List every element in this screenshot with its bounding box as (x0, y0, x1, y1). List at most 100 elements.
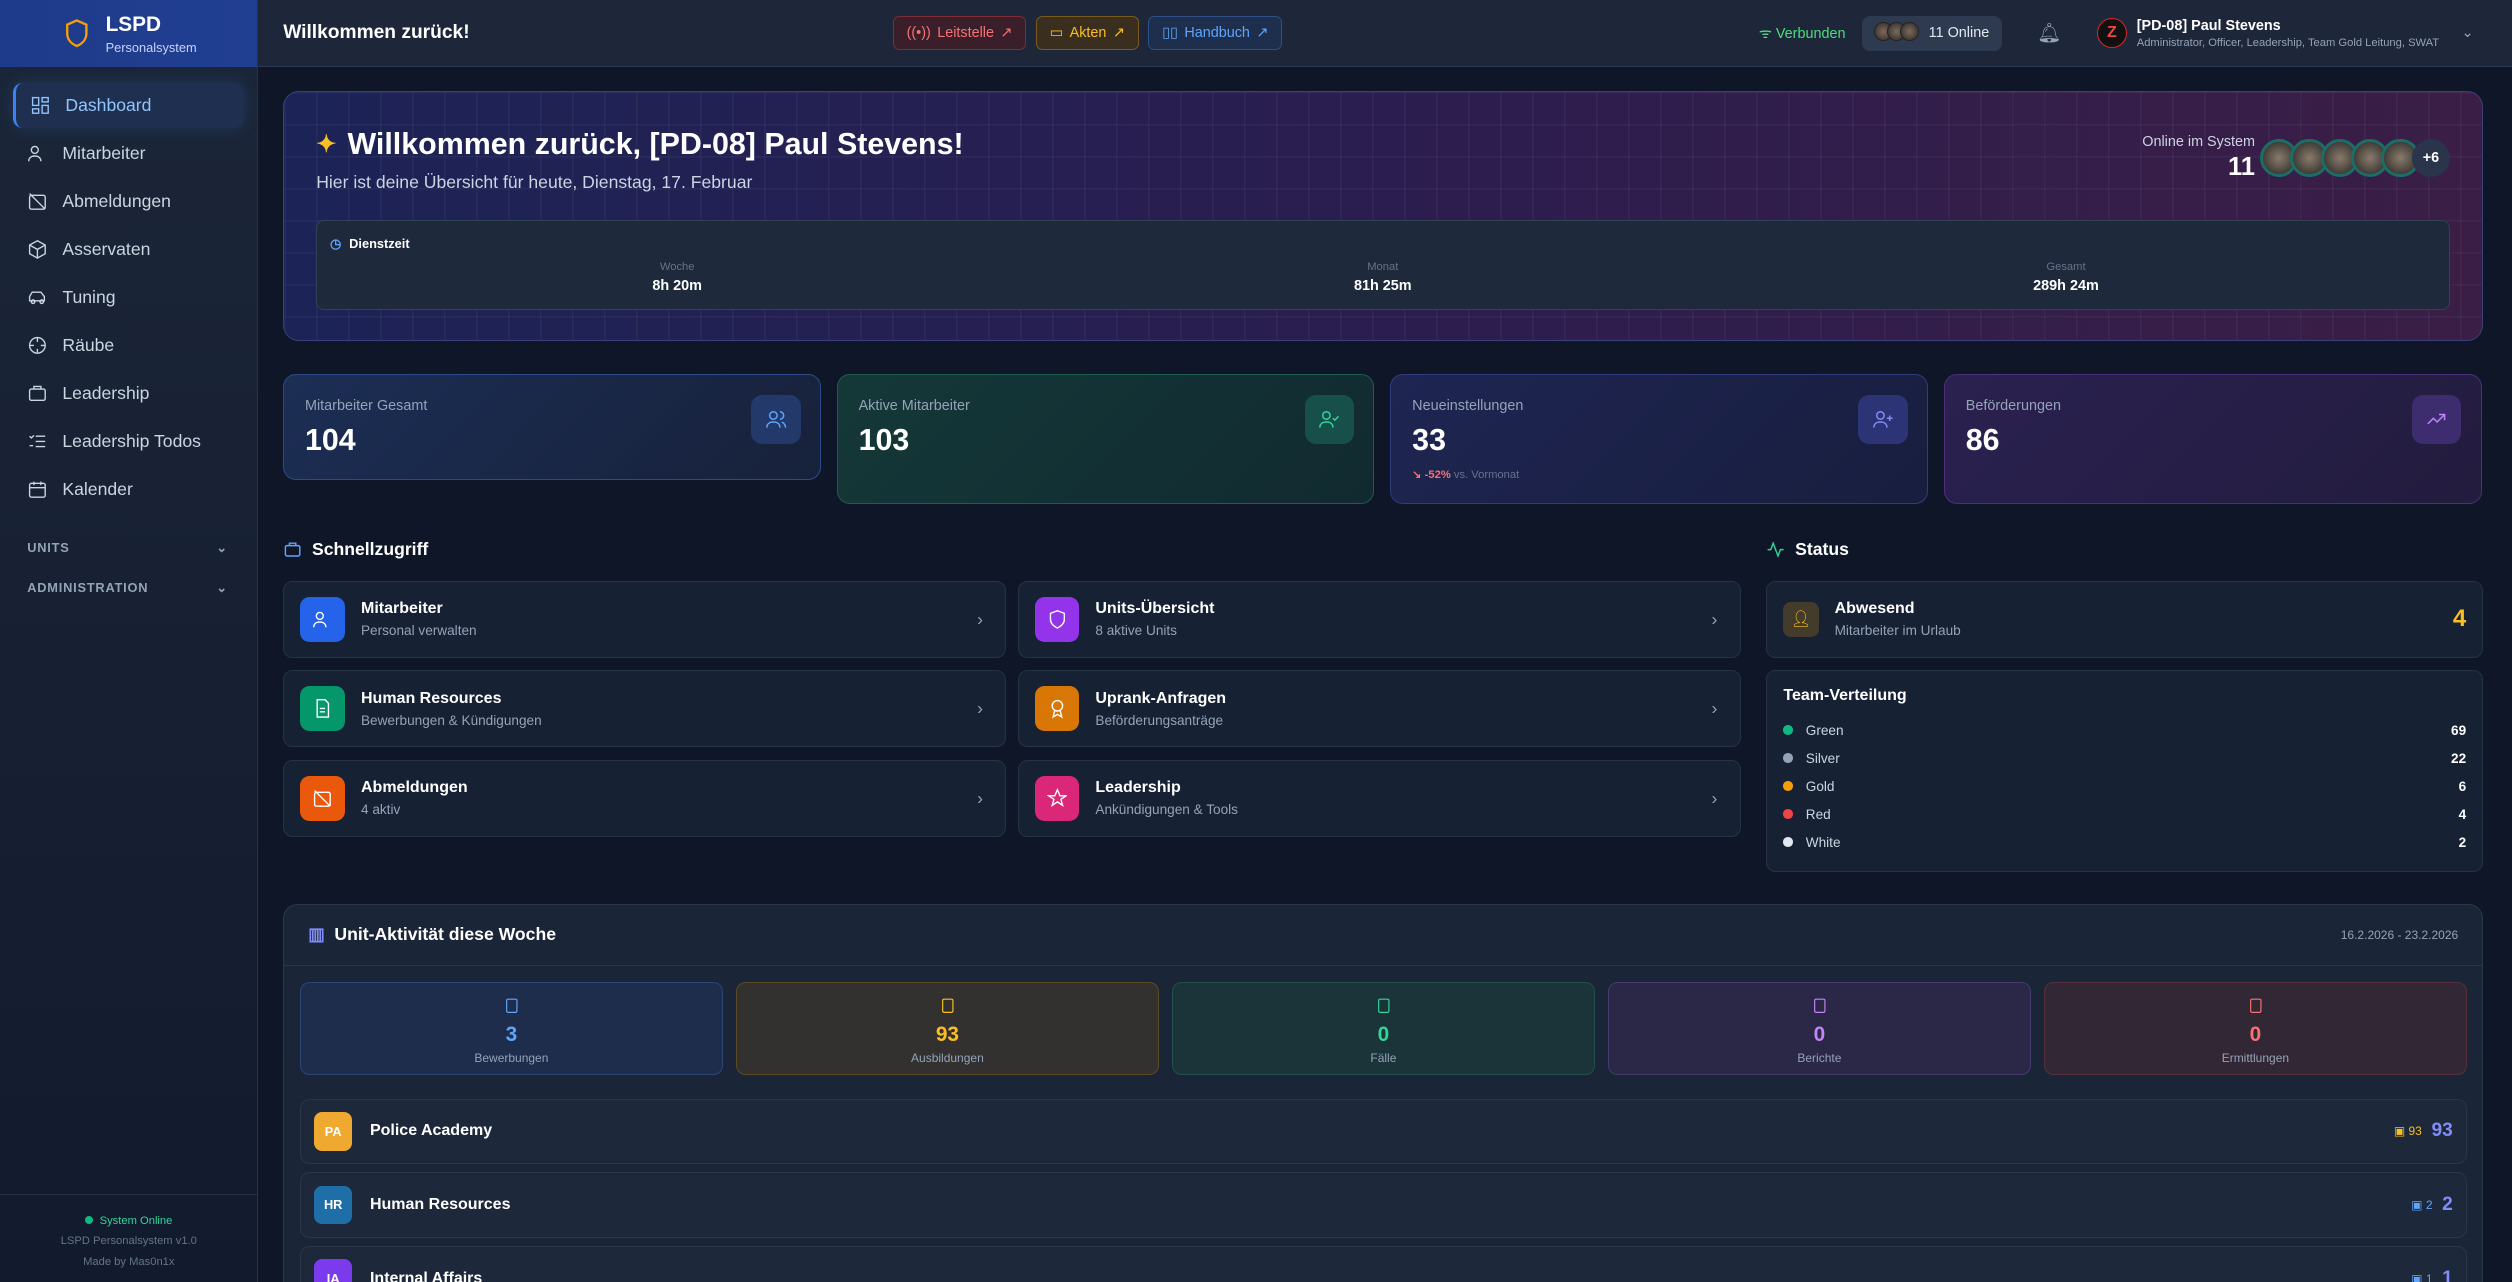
absent-title: Abwesend (1834, 600, 1915, 618)
status-heading: Status (1766, 539, 1849, 560)
external-link-icon: ↗ (1256, 25, 1269, 42)
unit-activity-panel: ▥ Unit-Aktivität diese Woche 16.2.2026 - … (283, 903, 2484, 1282)
unit-badge: PA (313, 1112, 353, 1151)
online-label: Online im System (2142, 133, 2256, 150)
quick-access-heading: Schnellzugriff (283, 539, 428, 560)
sidebar-item-label: Dashboard (65, 95, 152, 116)
package-icon (29, 240, 47, 259)
brand[interactable]: LSPD Personalsystem (0, 0, 257, 68)
top-header: Willkommen zurück! ((•)) Leitstelle ↗ ▭ Akt… (257, 0, 2512, 68)
sidebar-footer: System Online LSPD Personalsystem v1.0 M… (0, 1193, 258, 1282)
clipboard-icon: ▣ (2411, 1271, 2426, 1282)
brand-title: LSPD (105, 12, 162, 36)
team-color-dot (1783, 753, 1793, 764)
quick-link-sub: 8 aktive Units (1095, 623, 1177, 639)
sidebar-item-label: Leadership (62, 382, 150, 403)
duty-label: Monat (1367, 261, 1399, 274)
sidebar-item-label: Abmeldungen (62, 191, 171, 212)
absent-card[interactable]: 👤︎ Abwesend Mitarbeiter im Urlaub 4 (1766, 580, 2484, 658)
status-dot (85, 1215, 94, 1224)
team-name: Gold (1805, 779, 1835, 795)
sidebar-item-kalender[interactable]: Kalender (13, 467, 244, 512)
sidebar-item-tuning[interactable]: Tuning (13, 275, 244, 320)
user-roles: Administrator, Officer, Leadership, Team… (2136, 36, 2440, 49)
user-minus-icon: 👤︎ (1783, 601, 1819, 637)
team-color-dot (1783, 837, 1793, 848)
duty-label: Woche (659, 261, 695, 274)
calendar-icon (29, 481, 47, 498)
unit-row[interactable]: PA Police Academy ▣ 93 93 (300, 1098, 2467, 1165)
tile-label: Ausbildungen (911, 1050, 984, 1065)
online-users-button[interactable]: 11 Online (1861, 15, 2003, 51)
chevron-down-icon: ⌄ (216, 539, 228, 555)
tile-label: Berichte (1797, 1050, 1842, 1065)
unit-name: Police Academy (369, 1122, 493, 1140)
sidebar-nav: Dashboard Mitarbeiter Abmeldungen Asservate… (0, 67, 257, 624)
connection-status: ᯤ Verbunden (1759, 24, 1846, 43)
quick-link-title: Abmeldungen (360, 779, 468, 797)
date-range: 16.2.2026 - 23.2.2026 (2340, 927, 2459, 942)
user-menu[interactable]: Z [PD-08] Paul Stevens Administrator, Off… (2096, 17, 2474, 49)
akten-button[interactable]: ▭ Akten ↗ (1035, 16, 1139, 50)
sidebar-item-leadership-todos[interactable]: Leadership Todos (13, 419, 244, 464)
quick-link-uprank-anfragen[interactable]: Uprank-Anfragen Beförderungsanträge › (1017, 670, 1741, 748)
quick-link-mitarbeiter[interactable]: Mitarbeiter Personal verwalten › (283, 580, 1007, 658)
duty-value: 8h 20m (652, 277, 702, 294)
sidebar-item-abmeldungen[interactable]: Abmeldungen (13, 179, 244, 224)
quick-link-sub: Personal verwalten (360, 623, 477, 639)
team-count: 2 (2458, 835, 2467, 851)
tile-label: Fälle (1370, 1050, 1397, 1065)
team-count: 4 (2458, 807, 2467, 823)
sidebar-section-units[interactable]: UNITS ⌄ (0, 528, 257, 568)
shield-icon (66, 19, 88, 48)
activity-tile: 3 Bewerbungen (300, 981, 723, 1075)
connection-label: Verbunden (1775, 25, 1846, 42)
activity-tile: 93 Ausbildungen (736, 981, 1159, 1075)
stat-card-promotions[interactable]: Beförderungen 86 (1943, 374, 2482, 504)
sidebar-item-dashboard[interactable]: Dashboard (12, 83, 244, 128)
online-avatars[interactable]: +6 (2259, 138, 2451, 178)
quick-link-abmeldungen[interactable]: Abmeldungen 4 aktiv › (283, 759, 1007, 837)
trending-up-icon (2411, 394, 2462, 445)
main-content: ✦ Willkommen zurück, [PD-08] Paul Stevens… (283, 91, 2484, 1282)
quick-link-sub: Bewerbungen & Kündigungen (360, 712, 542, 728)
activity-icon (1767, 541, 1784, 559)
stat-card-new-hires[interactable]: Neueinstellungen 33 ↘ -52% vs. Vormonat (1390, 374, 1928, 504)
handbuch-button[interactable]: ▯▯ Handbuch ↗ (1148, 16, 1283, 50)
sidebar-item-r-ube[interactable]: Räube (13, 323, 244, 368)
sidebar-item-mitarbeiter[interactable]: Mitarbeiter (13, 131, 244, 176)
sidebar-item-asservaten[interactable]: Asservaten (13, 227, 244, 272)
award-icon (1051, 700, 1063, 719)
tile-value: 93 (935, 1023, 959, 1047)
sidebar-item-leadership[interactable]: Leadership (13, 371, 244, 416)
sidebar-section-administration[interactable]: ADMINISTRATION ⌄ (0, 568, 257, 608)
team-color-dot (1783, 781, 1793, 792)
quick-link-units-bersicht[interactable]: Units-Übersicht 8 aktive Units › (1017, 580, 1741, 658)
trend-label: vs. Vormonat (1453, 468, 1520, 481)
team-title: Team-Verteilung (1783, 687, 1907, 705)
stat-card-total[interactable]: Mitarbeiter Gesamt 104 (283, 374, 821, 480)
tile-label: Bewerbungen (474, 1050, 549, 1065)
stat-card-active[interactable]: Aktive Mitarbeiter 103 (836, 374, 1375, 504)
quick-link-title: Mitarbeiter (360, 600, 443, 618)
leitstelle-button[interactable]: ((•)) Leitstelle ↗ (892, 16, 1027, 50)
user-name: [PD-08] Paul Stevens (2136, 17, 2281, 34)
unit-name: Human Resources (369, 1195, 511, 1213)
quick-link-leadership[interactable]: Leadership Ankündigungen & Tools › (1017, 759, 1741, 837)
stat-value: 33 (1412, 423, 1446, 458)
quick-link-sub: Ankündigungen & Tools (1095, 802, 1238, 818)
quick-link-title: Uprank-Anfragen (1095, 689, 1227, 707)
team-count: 69 (2451, 723, 2467, 739)
button-label: Akten (1069, 25, 1107, 42)
team-row: Green 69 (1783, 717, 2466, 745)
quick-link-title: Units-Übersicht (1095, 600, 1215, 618)
stat-label: Neueinstellungen (1412, 397, 1524, 414)
quick-link-title: Leadership (1095, 779, 1181, 797)
quick-link-human-resources[interactable]: Human Resources Bewerbungen & Kündigungen… (283, 670, 1007, 748)
unit-small-count: 2 (2425, 1197, 2433, 1212)
briefcase-icon (284, 542, 301, 557)
chevron-right-icon: › (1711, 698, 1718, 719)
bell-icon[interactable]: 🔔︎ (2037, 23, 2062, 45)
